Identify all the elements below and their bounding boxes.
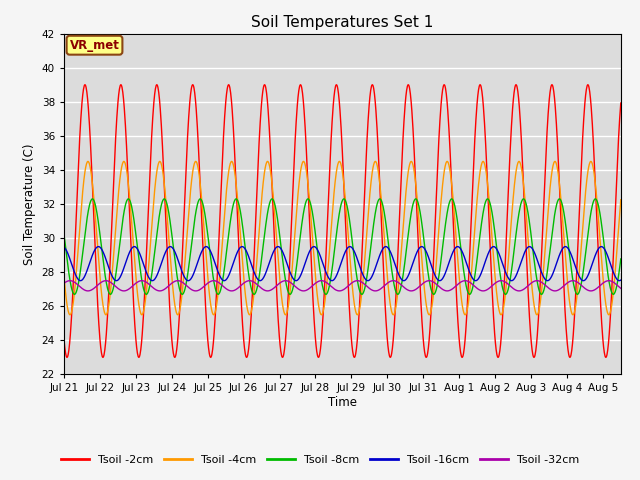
Tsoil -8cm [481,200,489,206]
Tsoil -4cm [84,158,92,164]
Tsoil -4cm [161,185,168,191]
Tsoil -16cm [160,253,168,259]
Line: Tsoil -2cm: Tsoil -2cm [64,85,621,357]
Tsoil -4cm [221,200,229,206]
Tsoil -2cm [544,117,552,122]
Tsoil -4cm [66,312,74,318]
Tsoil -32cm [60,280,68,286]
Tsoil -8cm [171,253,179,259]
Tsoil -8cm [60,231,68,237]
Tsoil -2cm [172,354,179,360]
Tsoil -2cm [161,193,168,199]
Tsoil -32cm [617,286,625,291]
Tsoil -8cm [271,203,279,209]
Tsoil -32cm [84,288,92,294]
Tsoil -32cm [172,278,179,284]
Tsoil -2cm [221,103,229,109]
Tsoil -16cm [221,278,228,284]
Tsoil -2cm [482,148,490,154]
Tsoil -8cm [221,264,228,270]
Line: Tsoil -4cm: Tsoil -4cm [64,161,621,315]
Tsoil -16cm [60,244,68,250]
Tsoil -8cm [543,271,551,276]
Tsoil -2cm [617,100,625,106]
Tsoil -8cm [160,196,168,202]
Tsoil -32cm [161,286,168,292]
Tsoil -32cm [221,285,229,291]
Tsoil -4cm [172,304,179,310]
Y-axis label: Soil Temperature (C): Soil Temperature (C) [23,143,36,265]
X-axis label: Time: Time [328,396,357,409]
Tsoil -32cm [66,278,74,284]
Title: Soil Temperatures Set 1: Soil Temperatures Set 1 [252,15,433,30]
Tsoil -16cm [481,259,489,264]
Tsoil -4cm [544,211,552,217]
Tsoil -32cm [544,285,552,290]
Tsoil -2cm [81,82,89,88]
Legend: Tsoil -2cm, Tsoil -4cm, Tsoil -8cm, Tsoil -16cm, Tsoil -32cm: Tsoil -2cm, Tsoil -4cm, Tsoil -8cm, Tsoi… [56,451,584,469]
Tsoil -2cm [60,336,68,342]
Tsoil -2cm [272,274,280,279]
Tsoil -32cm [272,284,280,289]
Tsoil -8cm [617,256,625,262]
Tsoil -4cm [60,274,68,279]
Tsoil -4cm [617,197,625,203]
Line: Tsoil -8cm: Tsoil -8cm [64,199,621,294]
Tsoil -16cm [598,244,605,250]
Tsoil -16cm [271,246,279,252]
Tsoil -16cm [171,248,179,254]
Tsoil -4cm [272,227,280,233]
Tsoil -32cm [482,288,490,293]
Tsoil -8cm [591,196,599,202]
Line: Tsoil -32cm: Tsoil -32cm [64,281,621,291]
Text: VR_met: VR_met [70,39,120,52]
Tsoil -16cm [617,277,625,283]
Tsoil -8cm [609,291,617,297]
Tsoil -2cm [63,354,71,360]
Tsoil -16cm [543,278,551,284]
Tsoil -4cm [482,168,490,174]
Line: Tsoil -16cm: Tsoil -16cm [64,247,621,281]
Tsoil -16cm [616,278,623,284]
